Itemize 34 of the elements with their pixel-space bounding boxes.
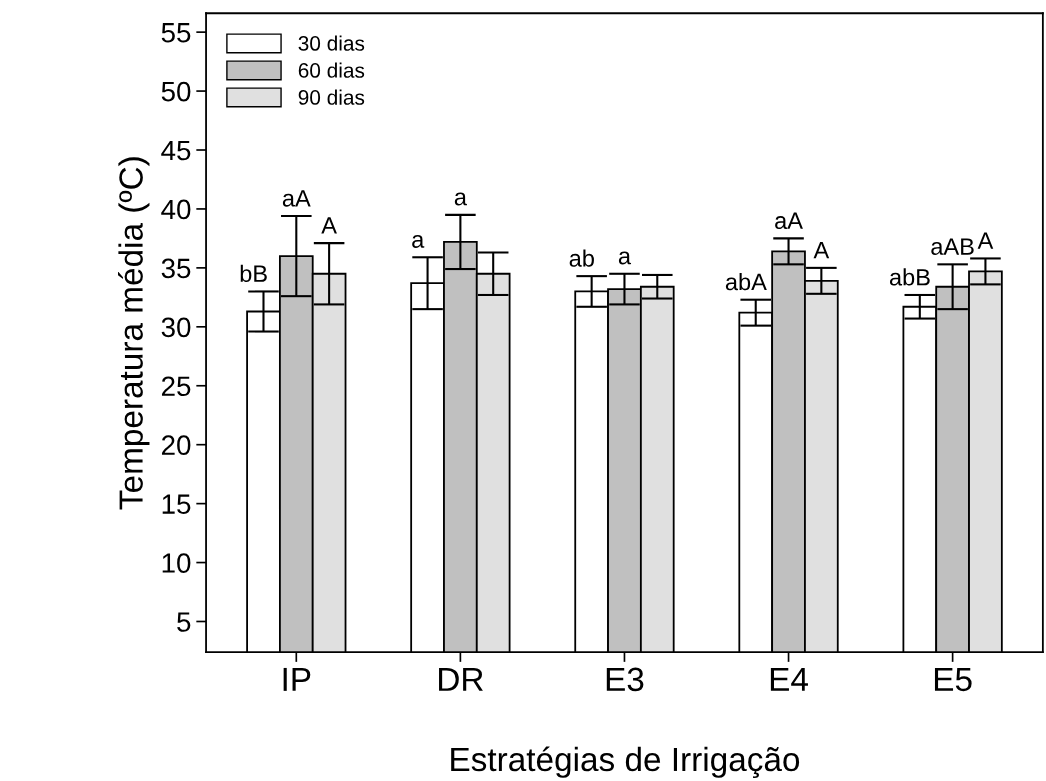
data-label: A [321, 217, 337, 234]
data-label: a [618, 251, 632, 265]
data-label: abA [725, 272, 767, 291]
data-label: A [977, 232, 994, 249]
y-tick-label: 40 [161, 199, 191, 220]
y-tick-label: 35 [161, 258, 191, 279]
y-tick-label: 30 [161, 317, 191, 338]
y-axis-title: Temperatura média (ºC) [118, 157, 150, 510]
data-label: abB [889, 268, 930, 286]
y-tick-label: 10 [162, 553, 191, 573]
x-tick-label: E4 [770, 667, 808, 691]
legend-label: 60 dias [298, 62, 365, 78]
y-tick-label: 20 [161, 435, 191, 456]
data-label: ab [569, 249, 594, 267]
data-label: a [454, 192, 467, 206]
x-axis-title: Estratégias de Irrigação [451, 746, 800, 779]
data-label: A [813, 242, 830, 259]
y-tick-label: 25 [161, 376, 191, 397]
x-tick-label: E3 [606, 667, 644, 692]
data-label: aA [775, 212, 803, 230]
y-tick-label: 5 [177, 612, 191, 632]
x-tick-label: DR [439, 667, 483, 691]
data-label: aAB [931, 238, 974, 255]
y-tick-label: 50 [161, 81, 191, 102]
legend-label: 90 dias [298, 89, 365, 105]
data-label: a [412, 234, 425, 248]
y-tick-label: 15 [162, 494, 191, 514]
data-label: aA [282, 190, 311, 207]
y-tick-label: 45 [161, 140, 191, 161]
x-tick-label: E5 [934, 667, 972, 692]
data-label: bB [240, 264, 267, 283]
y-tick-label: 55 [161, 23, 191, 43]
x-tick-label: IP [283, 667, 311, 691]
legend-label: 30 dias [298, 35, 365, 51]
